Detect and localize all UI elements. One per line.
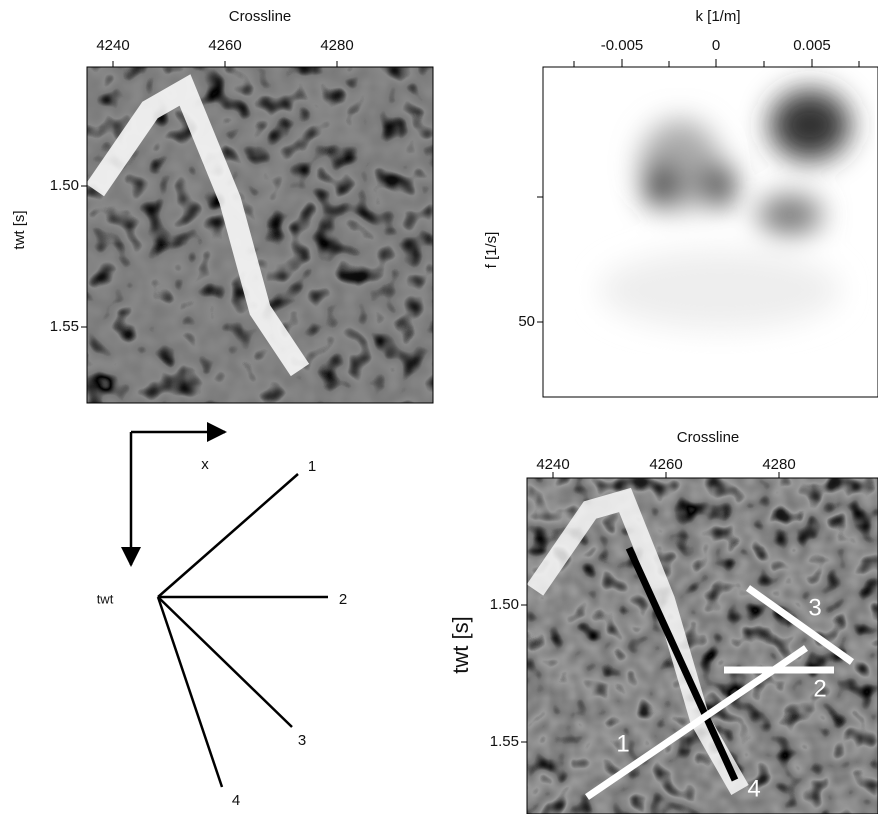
y-tick-label: 1.50 (50, 177, 79, 194)
direction-label: 3 (298, 732, 306, 749)
line-label: 4 (747, 775, 760, 802)
direction-line (158, 597, 222, 787)
spectrum-panel: k [1/m] -0.005 0 0.005 50 f [1/s] (483, 8, 878, 397)
x-label: Crossline (677, 429, 740, 446)
direction-label: 1 (308, 458, 316, 475)
direction-line (158, 474, 298, 597)
y-label: f [1/s] (483, 232, 500, 269)
filtered-panel: 1 2 3 4 Crossline 4240 4260 4280 1.50 1.… (448, 429, 878, 814)
y-label: twt [s] (11, 210, 28, 249)
sketch-labels: x twt 1 2 3 4 (97, 456, 347, 809)
y-tick-label: 1.55 (50, 318, 79, 335)
x-label: k [1/m] (695, 8, 740, 25)
section-panel: Crossline 4240 4260 4280 1.50 1.55 twt [… (11, 8, 433, 403)
direction-line (158, 597, 292, 727)
x-tick-label: -0.005 (601, 37, 644, 54)
x-tick-label: 4240 (96, 37, 129, 54)
x-tick-label: 0.005 (793, 37, 831, 54)
x-tick-label: 4260 (208, 37, 241, 54)
x-tick-label: 4280 (762, 456, 795, 473)
x-tick-label: 4240 (536, 456, 569, 473)
direction-label: 2 (339, 591, 347, 608)
y-label: twt (97, 591, 114, 606)
x-tick-label: 0 (712, 37, 720, 54)
x-tick-label: 4280 (320, 37, 353, 54)
x-label: Crossline (229, 8, 292, 25)
figure: Crossline 4240 4260 4280 1.50 1.55 twt [… (0, 0, 878, 814)
direction-label: 4 (232, 792, 240, 809)
y-tick-label: 1.50 (490, 596, 519, 613)
y-tick-label: 50 (518, 313, 535, 330)
line-label: 1 (616, 730, 629, 757)
x-label: x (201, 456, 209, 473)
x-tick-label: 4260 (649, 456, 682, 473)
y-tick-label: 1.55 (490, 733, 519, 750)
y-label: twt [s] (448, 616, 473, 673)
line-label: 3 (808, 594, 821, 621)
line-label: 2 (813, 675, 826, 702)
